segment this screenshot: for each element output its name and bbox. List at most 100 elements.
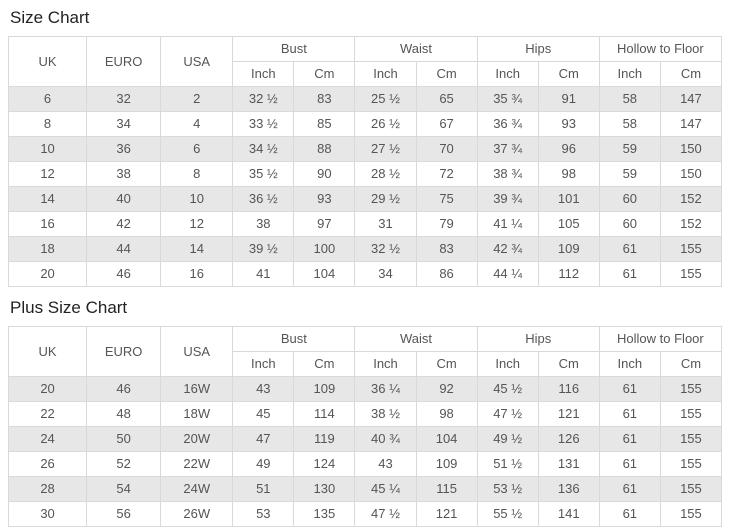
- unit-header-inch: Inch: [598, 61, 661, 87]
- table-cell: 14: [7, 186, 88, 212]
- table-cell: 90: [293, 161, 356, 187]
- table-cell: 79: [415, 211, 478, 237]
- table-cell: 20: [7, 261, 88, 287]
- table-cell: 155: [659, 501, 723, 527]
- table-cell: 10: [160, 186, 234, 212]
- table-cell: 30: [7, 501, 88, 527]
- table-row: 8 34 4 33 ½ 85 26 ½ 67 36 ¾ 93 58 147: [7, 111, 723, 137]
- unit-header-cm: Cm: [293, 351, 356, 377]
- group-header-row: UK EURO USA Bust Waist Hips Hollow to Fl…: [7, 36, 723, 87]
- table-cell: 38: [86, 161, 162, 187]
- table-cell: 93: [537, 111, 600, 137]
- table-cell: 152: [659, 186, 723, 212]
- table-cell: 104: [293, 261, 356, 287]
- table-cell: 44: [86, 236, 162, 262]
- plus-size-chart-title: Plus Size Chart: [10, 298, 128, 317]
- table-cell: 40: [86, 186, 162, 212]
- plus-size-chart-table: UK EURO USA Bust Waist Hips Hollow to Fl…: [7, 326, 723, 527]
- table-cell: 119: [293, 426, 356, 452]
- table-cell: 38 ½: [354, 401, 417, 427]
- table-cell: 155: [659, 261, 723, 287]
- unit-header-inch: Inch: [476, 351, 539, 377]
- table-cell: 46: [86, 376, 162, 402]
- table-cell: 47 ½: [476, 401, 539, 427]
- table-cell: 75: [415, 186, 478, 212]
- table-cell: 52: [86, 451, 162, 477]
- size-chart-body: 6 32 2 32 ½ 83 25 ½ 65 35 ¾ 91 58 147 8 34 4 33 ½ 85 26 …: [7, 86, 723, 287]
- table-cell: 18W: [160, 401, 234, 427]
- table-cell: 121: [415, 501, 478, 527]
- table-cell: 4: [160, 111, 234, 137]
- table-cell: 105: [537, 211, 600, 237]
- table-cell: 8: [7, 111, 88, 137]
- table-cell: 59: [598, 136, 661, 162]
- table-cell: 41: [232, 261, 295, 287]
- table-cell: 26: [7, 451, 88, 477]
- column-header-usa: USA: [160, 36, 234, 87]
- table-cell: 56: [86, 501, 162, 527]
- table-cell: 121: [537, 401, 600, 427]
- unit-header-cm: Cm: [293, 61, 356, 87]
- table-cell: 104: [415, 426, 478, 452]
- table-cell: 32 ½: [354, 236, 417, 262]
- table-cell: 6: [160, 136, 234, 162]
- table-cell: 96: [537, 136, 600, 162]
- unit-header-cm: Cm: [659, 61, 723, 87]
- unit-header-cm: Cm: [537, 351, 600, 377]
- table-cell: 61: [598, 426, 661, 452]
- unit-header-inch: Inch: [232, 351, 295, 377]
- table-cell: 43: [232, 376, 295, 402]
- plus-size-chart-body: 20 46 16W 43 109 36 ¼ 92 45 ½ 116 61 155 22 48 18W 45 1…: [7, 376, 723, 527]
- table-cell: 12: [7, 161, 88, 187]
- group-header-row: UK EURO USA Bust Waist Hips Hollow to Fl…: [7, 326, 723, 377]
- table-row: 18 44 14 39 ½ 100 32 ½ 83 42 ¾ 109 61 155: [7, 236, 723, 262]
- table-cell: 42 ¾: [476, 236, 539, 262]
- table-cell: 36 ¼: [354, 376, 417, 402]
- table-cell: 67: [415, 111, 478, 137]
- size-chart-table: UK EURO USA Bust Waist Hips Hollow to Fl…: [7, 36, 723, 287]
- table-cell: 61: [598, 236, 661, 262]
- table-cell: 38 ¾: [476, 161, 539, 187]
- table-cell: 28 ½: [354, 161, 417, 187]
- table-cell: 116: [537, 376, 600, 402]
- table-cell: 38: [232, 211, 295, 237]
- table-cell: 58: [598, 86, 661, 112]
- table-cell: 51 ½: [476, 451, 539, 477]
- table-cell: 10: [7, 136, 88, 162]
- table-cell: 136: [537, 476, 600, 502]
- table-cell: 16: [160, 261, 234, 287]
- group-header-hips: Hips: [476, 36, 600, 62]
- table-cell: 12: [160, 211, 234, 237]
- table-cell: 58: [598, 111, 661, 137]
- table-cell: 39 ½: [232, 236, 295, 262]
- column-header-euro: EURO: [86, 36, 162, 87]
- unit-header-cm: Cm: [415, 351, 478, 377]
- table-cell: 31: [354, 211, 417, 237]
- table-cell: 40 ¾: [354, 426, 417, 452]
- table-cell: 61: [598, 476, 661, 502]
- table-cell: 147: [659, 111, 723, 137]
- table-cell: 35 ½: [232, 161, 295, 187]
- group-header-bust: Bust: [232, 326, 356, 352]
- table-cell: 39 ¾: [476, 186, 539, 212]
- table-cell: 33 ½: [232, 111, 295, 137]
- table-row: 6 32 2 32 ½ 83 25 ½ 65 35 ¾ 91 58 147: [7, 86, 723, 112]
- table-cell: 48: [86, 401, 162, 427]
- table-cell: 97: [293, 211, 356, 237]
- table-cell: 155: [659, 401, 723, 427]
- table-cell: 130: [293, 476, 356, 502]
- table-cell: 41 ¼: [476, 211, 539, 237]
- table-row: 20 46 16 41 104 34 86 44 ¼ 112 61 155: [7, 261, 723, 287]
- table-cell: 152: [659, 211, 723, 237]
- table-cell: 147: [659, 86, 723, 112]
- table-cell: 83: [293, 86, 356, 112]
- table-cell: 24: [7, 426, 88, 452]
- table-cell: 112: [537, 261, 600, 287]
- table-cell: 28: [7, 476, 88, 502]
- unit-header-inch: Inch: [476, 61, 539, 87]
- table-cell: 53: [232, 501, 295, 527]
- table-cell: 50: [86, 426, 162, 452]
- table-cell: 88: [293, 136, 356, 162]
- table-cell: 124: [293, 451, 356, 477]
